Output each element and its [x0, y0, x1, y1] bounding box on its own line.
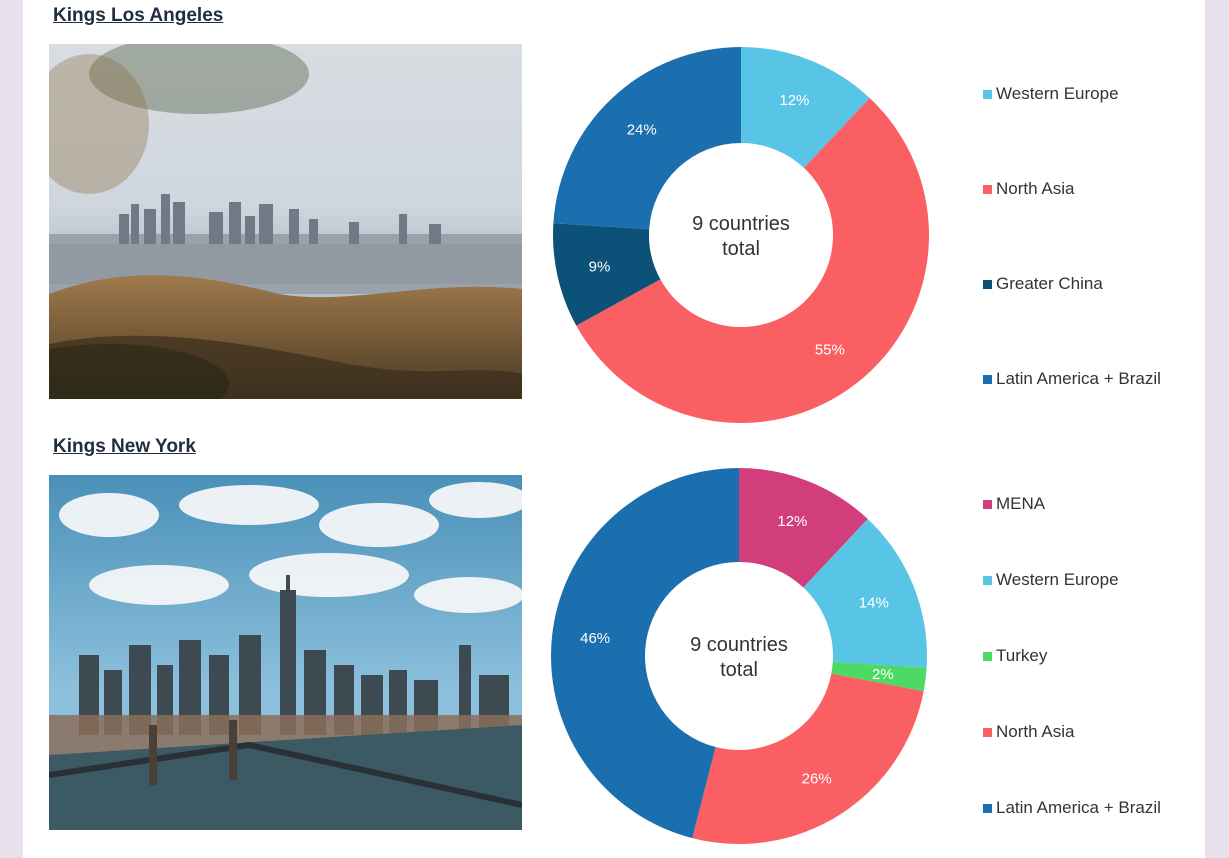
legend-item: Turkey: [983, 646, 1047, 666]
donut-center-label: total: [722, 238, 760, 260]
legend-label: Turkey: [996, 646, 1048, 665]
legend-item: North Asia: [983, 179, 1074, 199]
legend-label: Latin America + Brazil: [996, 369, 1161, 388]
legend-label: Western Europe: [996, 84, 1119, 103]
legend-item: Greater China: [983, 274, 1103, 294]
legend-swatch: [983, 803, 992, 813]
legend-label: MENA: [996, 494, 1046, 513]
donut-slice-latin-america-brazil: [553, 47, 741, 230]
donut-slice-mena: [739, 468, 868, 588]
legend-label: Western Europe: [996, 570, 1119, 589]
slice-label: 2%: [872, 666, 894, 683]
new-york-photo: [49, 475, 522, 830]
legend-swatch: [983, 727, 992, 737]
legend-swatch: [983, 499, 992, 509]
donut-chart-los-angeles: 12% 55% 9% 24% 9 countries total: [549, 43, 933, 427]
legend-label: North Asia: [996, 722, 1075, 741]
legend-label: Greater China: [996, 274, 1103, 293]
slice-label: 46%: [580, 630, 610, 647]
slice-label: 24%: [627, 121, 657, 138]
slice-label: 12%: [777, 513, 807, 530]
donut-center-label: 9 countries: [692, 213, 790, 235]
legend-label: North Asia: [996, 179, 1075, 198]
legend-item: MENA: [983, 494, 1045, 514]
slice-label: 14%: [859, 595, 889, 612]
slice-label: 26%: [802, 770, 832, 787]
donut-slice-latin-america-brazil: [551, 468, 739, 839]
donut-chart-svg: 12% 14% 2% 26% 46% 9 countries total: [551, 468, 927, 844]
slice-label: 9%: [589, 259, 611, 276]
legend-item: Western Europe: [983, 84, 1119, 104]
donut-slice-north-asia: [692, 673, 924, 844]
slice-label: 12%: [779, 92, 809, 109]
legend-swatch: [983, 651, 992, 661]
los-angeles-photo: [49, 44, 522, 399]
donut-center-label: total: [720, 659, 758, 681]
legend-swatch: [983, 184, 992, 194]
legend-item: Latin America + Brazil: [983, 798, 1161, 818]
report-page: Kings Los Angeles: [23, 0, 1205, 858]
los-angeles-skyline-image: [49, 44, 522, 399]
donut-slice-turkey: [831, 661, 927, 692]
legend-label: Latin America + Brazil: [996, 798, 1161, 817]
new-york-skyline-image: [49, 475, 522, 830]
legend-item: North Asia: [983, 722, 1074, 742]
donut-slice-western-europe: [803, 518, 927, 668]
donut-chart-svg: 12% 55% 9% 24% 9 countries total: [553, 47, 930, 424]
section-title: Kings New York: [53, 436, 196, 457]
legend-swatch: [983, 374, 992, 384]
donut-center-label: 9 countries: [690, 634, 788, 656]
donut-slice-greater-china: [553, 223, 661, 326]
donut-chart-new-york: 12% 14% 2% 26% 46% 9 countries total: [549, 464, 933, 848]
section-los-angeles: Kings Los Angeles: [23, 0, 1205, 430]
donut-slice-north-asia: [576, 97, 930, 424]
legend-item: Western Europe: [983, 570, 1119, 590]
slice-label: 55%: [815, 342, 845, 359]
section-new-york: Kings New York: [23, 430, 1205, 858]
legend-item: Latin America + Brazil: [983, 369, 1161, 389]
legend-swatch: [983, 279, 992, 289]
donut-slice-western-europe: [741, 47, 870, 168]
section-title: Kings Los Angeles: [53, 5, 224, 26]
legend-swatch: [983, 575, 992, 585]
legend-swatch: [983, 89, 992, 99]
